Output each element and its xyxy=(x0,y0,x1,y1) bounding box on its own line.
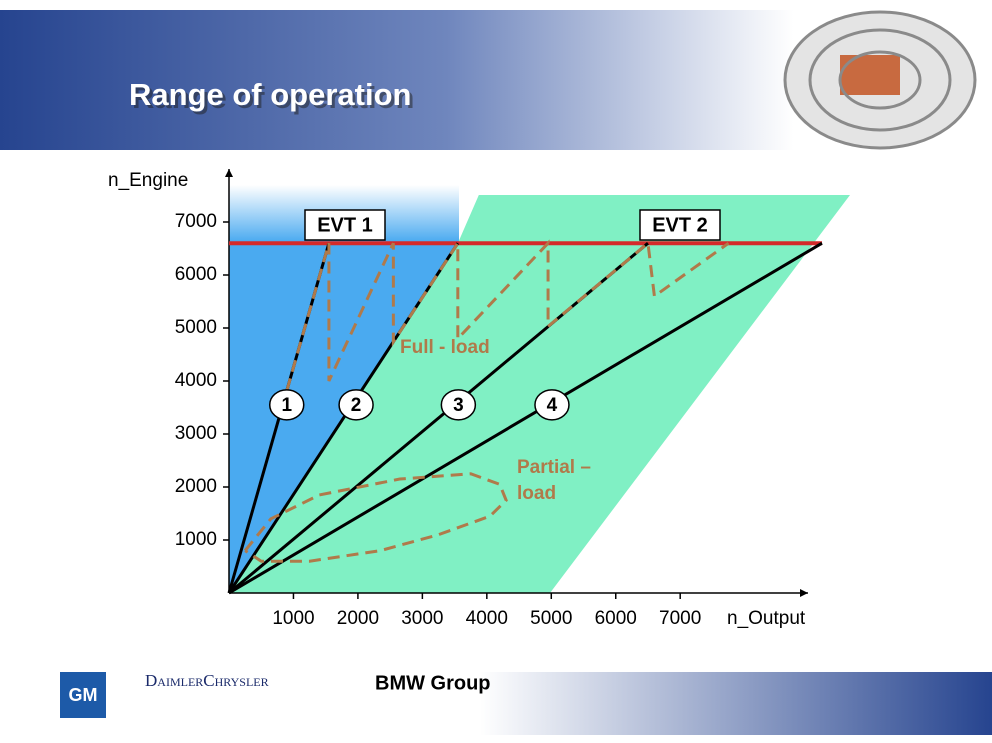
y-axis-label: n_Engine xyxy=(108,170,188,191)
daimler-logo: DaimlerChrysler xyxy=(145,671,269,690)
slide: Range of operation Range of operation GM… xyxy=(0,0,992,743)
x-tick-label: 5000 xyxy=(530,608,572,629)
region-label: EVT 1 xyxy=(317,214,373,236)
partial-load-label: Partial – load xyxy=(517,455,612,507)
footer-band xyxy=(480,672,992,735)
engine-image xyxy=(785,12,975,148)
gear-label: 2 xyxy=(351,395,362,416)
gear-label: 4 xyxy=(547,395,558,416)
y-axis-arrow xyxy=(225,169,233,177)
x-tick-label: 3000 xyxy=(401,608,443,629)
bmw-logo: BMW Group xyxy=(375,672,491,694)
x-tick-label: 1000 xyxy=(272,608,314,629)
full-load-label: Full - load xyxy=(400,337,490,358)
slide-canvas: Range of operation Range of operation GM… xyxy=(0,0,992,743)
y-tick-label: 2000 xyxy=(175,476,217,497)
gear-label: 3 xyxy=(453,395,464,416)
y-tick-label: 3000 xyxy=(175,423,217,444)
x-axis-label: n_Output xyxy=(727,608,806,629)
y-tick-label: 6000 xyxy=(175,264,217,285)
gm-logo-text: GM xyxy=(69,685,98,705)
region-label: EVT 2 xyxy=(652,214,708,236)
x-tick-label: 2000 xyxy=(337,608,379,629)
y-tick-label: 7000 xyxy=(175,211,217,232)
x-tick-label: 6000 xyxy=(595,608,637,629)
x-axis-arrow xyxy=(800,589,808,597)
y-tick-label: 4000 xyxy=(175,370,217,391)
x-tick-label: 7000 xyxy=(659,608,701,629)
y-tick-label: 1000 xyxy=(175,529,217,550)
gear-label: 1 xyxy=(281,395,292,416)
slide-title: Range of operation xyxy=(129,77,411,112)
x-tick-label: 4000 xyxy=(466,608,508,629)
chart: 1000 2000 3000 4000 5000 6000 7000 1000 2000 3000… xyxy=(108,169,850,629)
y-tick-label: 5000 xyxy=(175,317,217,338)
